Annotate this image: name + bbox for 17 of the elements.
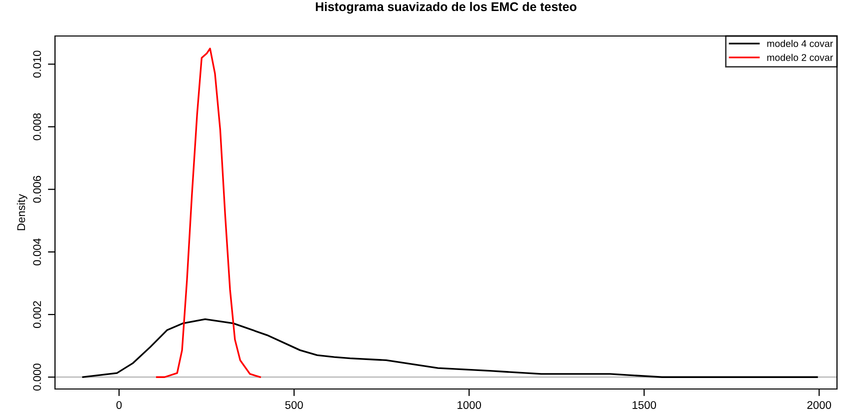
line-series [82, 318, 818, 378]
y-tick-label: 0.008 [33, 113, 41, 140]
legend-label: modelo 2 covar [767, 54, 833, 61]
x-tick-label: 2000 [807, 401, 832, 409]
x-tick-label: 1500 [632, 401, 656, 409]
y-axis-title: Density [16, 194, 28, 230]
chart-title: Histograma suavizado de los EMC de testeo [316, 2, 576, 14]
x-tick-label: 500 [285, 401, 303, 409]
y-tick-label: 0.010 [33, 50, 41, 78]
line-series [156, 48, 261, 378]
legend-label: modelo 4 covar [767, 40, 833, 48]
x-tick-label: 0 [116, 401, 122, 409]
x-tick-label: 1000 [458, 401, 482, 409]
y-tick-label: 0.006 [33, 176, 41, 203]
y-tick-label: 0.004 [33, 238, 41, 266]
y-tick-label: 0.002 [33, 301, 41, 328]
y-tick-label: 0.000 [33, 364, 41, 391]
